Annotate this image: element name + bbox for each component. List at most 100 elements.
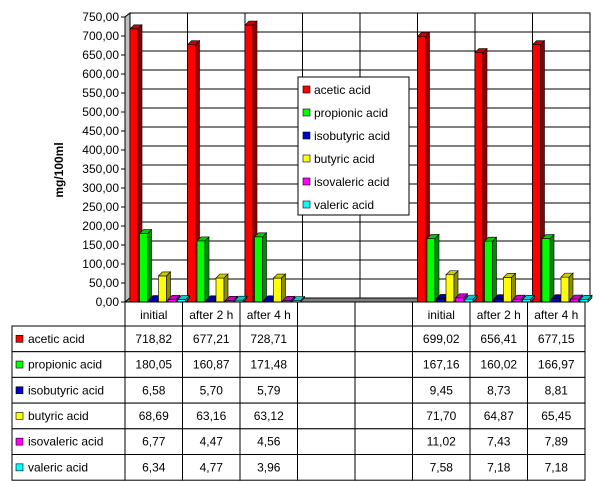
bar-side <box>492 236 497 303</box>
table-cell <box>469 376 528 404</box>
table-cell <box>412 454 471 481</box>
table-row-header <box>11 376 126 404</box>
data-label: 699,02 <box>423 332 460 346</box>
bar-top <box>541 234 555 239</box>
bar-top <box>445 270 459 276</box>
table-cell <box>354 351 413 378</box>
bar <box>560 272 574 303</box>
y-tick-label: 0,00 <box>96 295 120 309</box>
y-tick-label: 500,00 <box>82 105 119 119</box>
legend: acetic acid propionic acid isobutyric acid… <box>297 76 410 216</box>
data-label: 6,34 <box>142 460 166 474</box>
bar-top <box>464 294 478 300</box>
axis-layer: 0,00 50,00 100,00 150,00 200,00 250,00 300,00 3… <box>82 10 126 309</box>
data-label: 7,89 <box>545 435 569 449</box>
table-cell <box>297 351 356 378</box>
table-cell <box>297 325 356 353</box>
bar-front <box>474 52 484 303</box>
bar <box>291 295 306 303</box>
bar <box>483 236 498 303</box>
legend-entry: butyric acid <box>314 152 375 166</box>
data-label: 71,70 <box>426 409 456 423</box>
bar-side <box>281 273 286 303</box>
data-label: 7,43 <box>487 435 511 449</box>
table-legend-key <box>15 412 24 420</box>
table-legend-key <box>15 437 24 446</box>
bar <box>579 294 593 303</box>
data-label: 4,77 <box>200 460 224 474</box>
table-series-name: isovaleric acid <box>28 435 103 449</box>
table-cell <box>182 325 241 353</box>
bar-front <box>426 238 436 303</box>
legend-entry: isobutyric acid <box>314 129 390 143</box>
bar-top <box>483 236 498 242</box>
legend-key <box>302 177 311 186</box>
bar-top <box>244 20 258 26</box>
table-cell <box>297 428 356 455</box>
table-row-header <box>11 402 126 430</box>
x-tick-label: initial <box>428 308 455 322</box>
table-cell <box>239 428 298 455</box>
x-tick-label: after 4 h <box>534 308 578 322</box>
bar-side <box>147 228 152 303</box>
table-cell <box>354 402 413 430</box>
bar-front <box>158 275 167 303</box>
bar <box>426 233 440 303</box>
bar-top <box>579 294 593 300</box>
data-label: 64,87 <box>484 409 514 423</box>
bar-front <box>139 233 148 303</box>
bar <box>196 236 210 303</box>
y-tick-label: 750,00 <box>82 10 119 24</box>
table-cell <box>182 454 241 481</box>
data-label: 8,81 <box>545 383 569 397</box>
y-tick-label: 250,00 <box>82 200 119 214</box>
x-tick-label: after 2 h <box>189 308 233 322</box>
bar-front <box>273 277 282 303</box>
bar <box>253 232 268 303</box>
legend-key <box>302 131 311 140</box>
bar-top <box>167 295 181 300</box>
bar-top <box>502 273 517 278</box>
bar-front <box>417 36 426 303</box>
bar-front <box>551 298 560 303</box>
bar <box>215 273 229 303</box>
data-label: 4,56 <box>257 435 281 449</box>
y-tick-label: 300,00 <box>82 181 119 195</box>
bar-front <box>129 28 139 303</box>
legend-entry: valeric acid <box>314 198 374 212</box>
table-series-name: acetic acid <box>28 332 85 346</box>
bar <box>234 295 248 303</box>
x-tick-label: after 2 h <box>477 308 521 322</box>
bar-top <box>291 296 306 301</box>
data-label: 65,45 <box>541 409 571 423</box>
bar <box>138 228 153 303</box>
y-tick-label: 700,00 <box>82 29 119 43</box>
table-cell <box>297 376 356 404</box>
table-cell <box>239 325 298 353</box>
data-label: 180,05 <box>135 358 172 372</box>
bar-front <box>532 44 541 303</box>
bar-top <box>253 232 268 238</box>
bar-front <box>187 44 196 303</box>
table-cell <box>124 325 183 353</box>
bar-top <box>426 234 440 239</box>
bar-top <box>234 295 248 301</box>
data-table: initial after 2 h after 4 h initial after 2 … <box>11 301 586 481</box>
table-cell <box>182 402 241 430</box>
bar-front <box>196 240 206 303</box>
bar-top <box>224 296 239 301</box>
bar-side <box>549 233 555 303</box>
data-label: 9,45 <box>430 383 454 397</box>
bar-side <box>204 236 210 303</box>
bar-front <box>560 276 570 303</box>
table-header-cell <box>239 301 298 327</box>
table-cell <box>124 454 183 481</box>
data-label: 7,18 <box>545 460 569 474</box>
data-label: 3,96 <box>257 460 281 474</box>
y-tick-label: 550,00 <box>82 86 119 100</box>
bar <box>502 272 517 303</box>
bar-top <box>272 273 287 279</box>
bar-front <box>445 274 455 303</box>
bar-top <box>512 294 526 300</box>
data-label: 5,70 <box>200 383 224 397</box>
